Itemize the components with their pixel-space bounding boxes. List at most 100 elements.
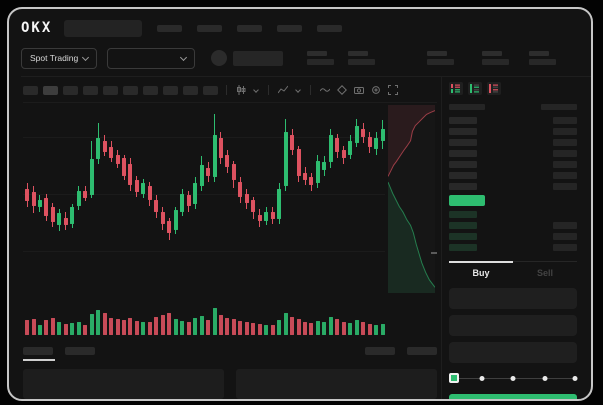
search-input[interactable] <box>64 19 143 37</box>
candle-body <box>225 154 230 167</box>
ask-row[interactable] <box>449 148 577 159</box>
amount-input[interactable] <box>449 315 577 336</box>
candle-body <box>212 135 217 177</box>
volume-bar <box>303 322 307 335</box>
nav-item-5[interactable] <box>317 24 343 32</box>
ask-row[interactable] <box>449 115 577 126</box>
pair-select-dropdown[interactable] <box>107 47 196 69</box>
volume-bar <box>147 321 152 335</box>
volume-bar <box>290 317 294 335</box>
ask-price-bar <box>449 183 477 190</box>
candlestick-chart[interactable] <box>23 105 437 295</box>
ask-row[interactable] <box>449 159 577 170</box>
candle-body <box>270 211 275 219</box>
ask-price-bar <box>449 172 477 179</box>
slider-stop-75[interactable] <box>542 376 547 381</box>
ask-row[interactable] <box>449 137 577 148</box>
timeframe-pill-9[interactable] <box>183 85 198 95</box>
nav-item-3[interactable] <box>237 24 263 32</box>
volume-bar <box>141 322 146 335</box>
volume-bar <box>76 321 81 335</box>
slider-stop-25[interactable] <box>479 376 484 381</box>
tab-sell[interactable]: Sell <box>536 268 553 278</box>
tag-icon[interactable] <box>336 84 348 96</box>
book-view-asks-icon[interactable] <box>487 82 501 95</box>
trade-mode-dropdown[interactable]: Spot Trading <box>21 47 98 69</box>
tab-buy[interactable]: Buy <box>449 261 513 282</box>
candle-style-icon[interactable] <box>235 84 247 96</box>
buy-submit-button[interactable] <box>449 394 577 399</box>
volume-bar <box>89 314 94 335</box>
drawing-tools-icon[interactable] <box>319 84 331 96</box>
ask-amount-bar <box>553 128 577 135</box>
candle-body <box>354 126 359 143</box>
indicators-icon[interactable] <box>277 84 289 96</box>
bottom-tab-right-2[interactable] <box>407 347 437 355</box>
fullscreen-icon[interactable] <box>387 84 399 96</box>
candlestick-plot <box>25 111 387 263</box>
chevron-down-icon[interactable] <box>253 87 259 93</box>
ask-amount-bar <box>553 183 577 190</box>
volume-bar <box>180 320 185 335</box>
candle-body <box>180 193 185 212</box>
price-input[interactable] <box>449 288 577 309</box>
timeframe-pill-5[interactable] <box>103 85 118 95</box>
volume-bar <box>212 307 217 335</box>
candle-body <box>367 136 372 147</box>
slider-handle[interactable] <box>449 373 459 383</box>
total-input[interactable] <box>449 342 577 363</box>
nav-item-1[interactable] <box>157 24 183 32</box>
ask-row[interactable] <box>449 170 577 181</box>
volume-bar <box>244 322 249 335</box>
chevron-down-icon[interactable] <box>295 87 301 93</box>
bid-rows <box>449 209 577 253</box>
timeframe-pill-1[interactable] <box>23 85 38 95</box>
volume-bar <box>328 317 333 335</box>
app-window: OKX Spot Trading <box>7 7 593 401</box>
bid-row[interactable] <box>449 242 577 253</box>
volume-bar <box>122 319 126 335</box>
market-depth-chart <box>388 105 437 293</box>
timeframe-pill-3[interactable] <box>63 85 78 95</box>
nav-item-2[interactable] <box>197 24 223 32</box>
timeframe-pill-6[interactable] <box>123 85 138 95</box>
volume-bar <box>251 322 256 335</box>
candle-body <box>374 138 379 149</box>
settings-icon[interactable] <box>370 84 382 96</box>
bottom-tab-1-active[interactable] <box>23 347 55 361</box>
amount-column-header <box>541 104 577 110</box>
ticker-stat-4 <box>482 51 510 65</box>
ask-row[interactable] <box>449 181 577 192</box>
camera-icon[interactable] <box>353 84 365 96</box>
ask-row[interactable] <box>449 126 577 137</box>
bottom-tab-right-1[interactable] <box>365 347 395 355</box>
timeframe-pill-7[interactable] <box>143 85 158 95</box>
candle-body <box>193 183 198 204</box>
candle-body <box>50 207 55 222</box>
book-view-both-icon[interactable] <box>449 82 463 95</box>
timeframe-pill-8[interactable] <box>163 85 178 95</box>
coin-icon <box>211 50 228 66</box>
timeframe-pill-4[interactable] <box>83 85 98 95</box>
bottom-tab-2[interactable] <box>65 347 95 355</box>
volume-bar <box>277 320 282 335</box>
candle-body <box>231 163 236 180</box>
candle-body <box>25 189 29 201</box>
book-view-bids-icon[interactable] <box>468 82 482 95</box>
timeframe-pill-2-active[interactable] <box>43 85 58 95</box>
slider-stop-50[interactable] <box>510 376 516 381</box>
slider-stop-100[interactable] <box>572 376 578 381</box>
candle-body <box>115 154 120 164</box>
bid-row[interactable] <box>449 220 577 231</box>
volume-bar <box>50 317 55 335</box>
last-price-indicator[interactable] <box>449 195 485 206</box>
nav-item-4[interactable] <box>277 24 303 32</box>
candle-body <box>109 147 113 158</box>
timeframe-pill-10[interactable] <box>203 85 218 95</box>
bid-row[interactable] <box>449 231 577 242</box>
amount-percent-slider[interactable] <box>449 373 578 385</box>
candle-body <box>141 183 146 194</box>
toolbar-divider <box>268 85 269 95</box>
bid-row[interactable] <box>449 209 577 220</box>
price-column-header <box>449 104 485 110</box>
